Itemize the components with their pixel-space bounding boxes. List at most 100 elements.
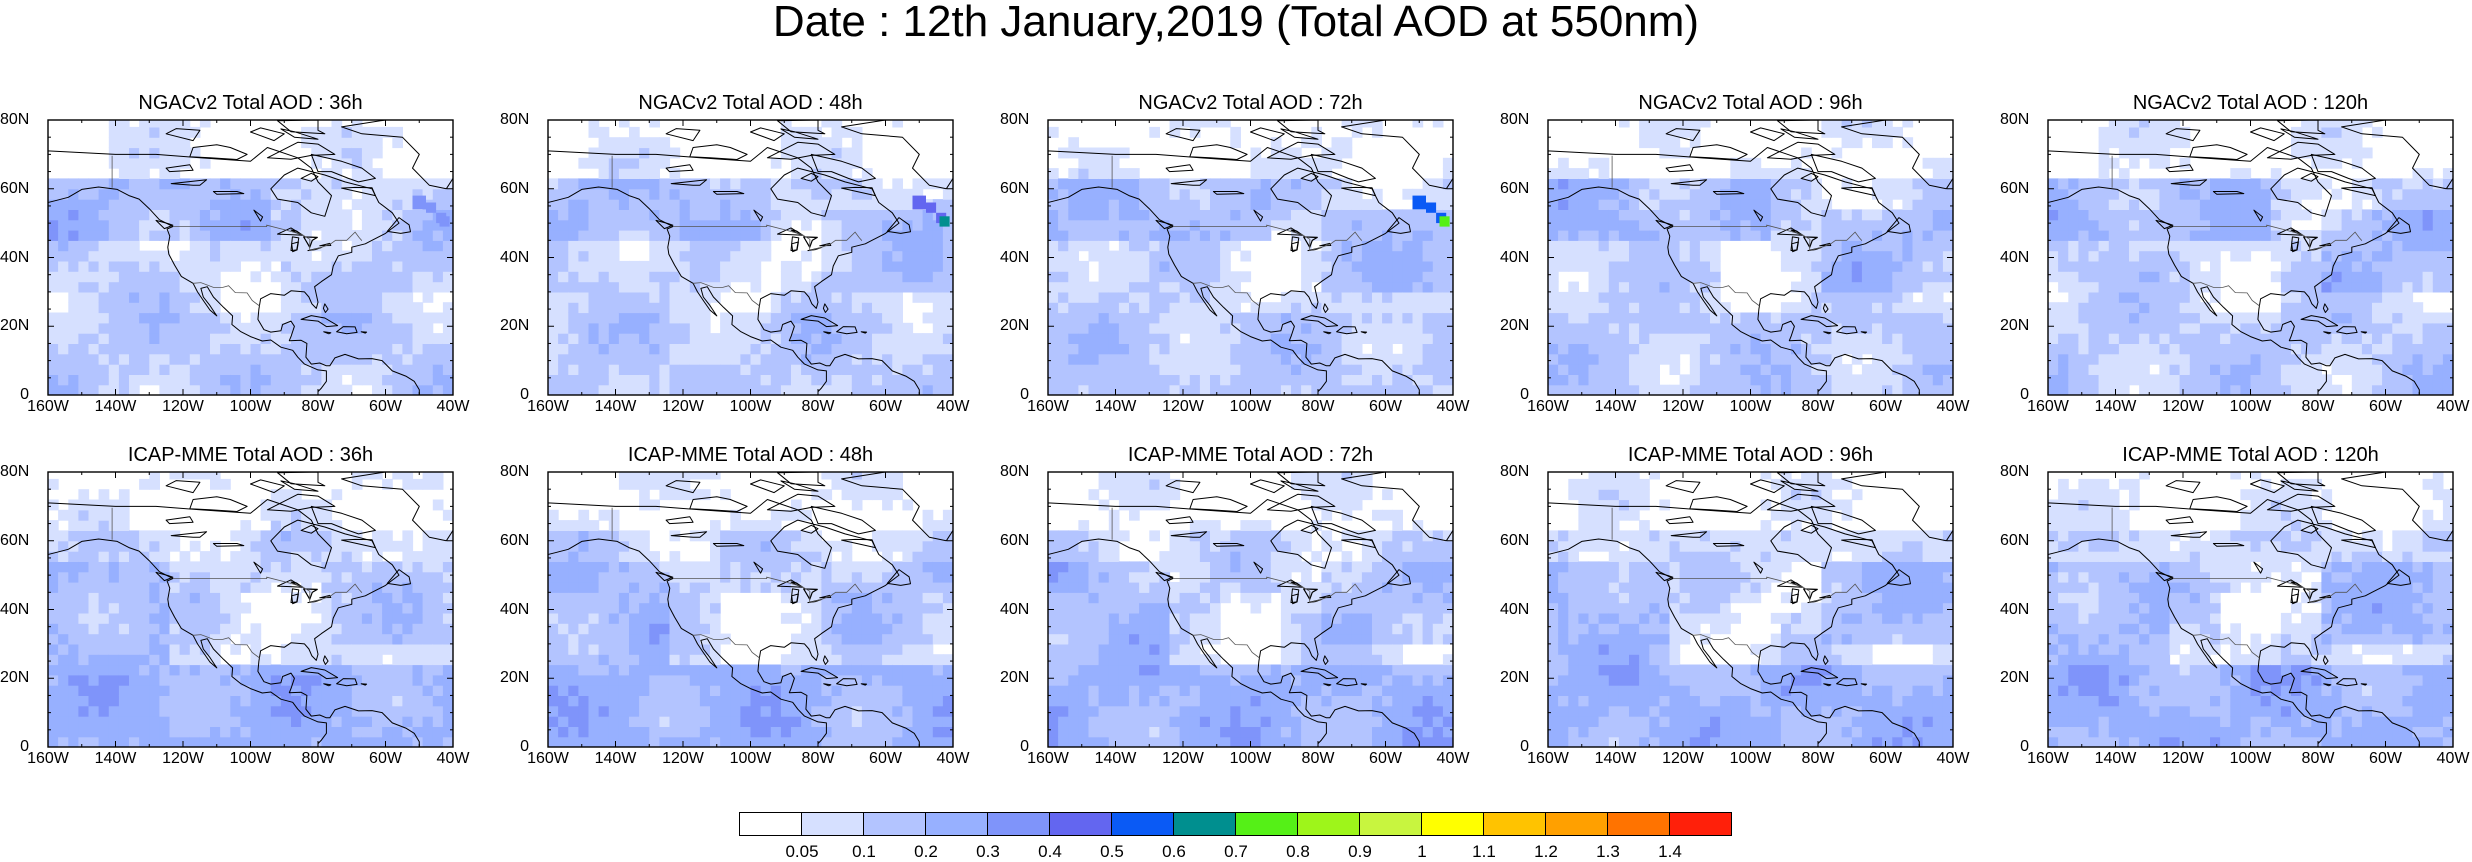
lat-tick-label: 80N (2000, 111, 2030, 128)
colorbar-label: 0.6 (1162, 842, 1186, 861)
coastline-island (766, 141, 836, 160)
lon-tick-label: 40W (2436, 750, 2470, 767)
colorbar-box (739, 812, 802, 836)
colorbar-label: 0.5 (1100, 842, 1124, 861)
border-line (1193, 634, 1260, 659)
coastline-island (323, 331, 332, 335)
colorbar-box (801, 812, 864, 836)
coastline-island (2165, 480, 2201, 494)
coastline-island (1336, 326, 1358, 335)
border-line (1172, 224, 1363, 252)
coastline-north-america (1548, 499, 1920, 747)
coastline-lake (2303, 236, 2318, 248)
national-borders (1111, 507, 1363, 659)
coastline-island (322, 303, 329, 313)
lat-tick-label: 60N (1000, 179, 1030, 197)
coastline-island (1841, 472, 1953, 542)
colorbar-label: 1.4 (1658, 842, 1682, 861)
border-line (672, 224, 863, 252)
lon-tick-label: 100W (229, 398, 272, 415)
coastline-island (1655, 571, 1674, 582)
lon-tick-label: 60W (2369, 750, 2402, 767)
lat-tick-label: 0 (1020, 386, 1029, 403)
coastline-island (2155, 571, 2174, 582)
national-borders (1611, 507, 1863, 659)
lat-tick-label: 80N (1000, 111, 1030, 128)
lon-tick-label: 60W (1869, 750, 1902, 767)
coastline-island (165, 128, 201, 142)
coastline-island (1860, 683, 1868, 686)
coastline-island (1800, 315, 1839, 328)
lon-tick-label: 100W (1229, 750, 1272, 767)
lon-tick-label: 80W (1301, 750, 1335, 767)
lon-tick-label: 120W (1162, 398, 1204, 415)
border-line (2193, 282, 2260, 307)
coastline-lake (1803, 588, 1818, 600)
lat-tick-label: 80N (500, 111, 530, 128)
aod-field (1048, 120, 1453, 395)
coastline-island (1822, 655, 1829, 665)
aod-map (1047, 119, 1454, 396)
lat-tick-label: 0 (1520, 738, 1529, 755)
coastline-island (310, 153, 376, 183)
panel-title: NGACv2 Total AOD : 48h (638, 92, 863, 114)
coastline-island (1360, 331, 1368, 334)
lon-tick-label: 80W (1801, 750, 1835, 767)
lon-tick-label: 120W (2162, 750, 2204, 767)
colorbar-label: 0.1 (852, 842, 876, 861)
coastline-north-america (548, 499, 920, 747)
lon-tick-label: 60W (1869, 398, 1902, 415)
national-borders (111, 155, 363, 307)
coastline-island (1810, 153, 1876, 183)
lon-tick-label: 160W (1527, 750, 1569, 767)
coastline-island (360, 331, 368, 334)
lon-tick-label: 160W (27, 398, 69, 415)
coastline-island (2165, 128, 2201, 142)
coastline-island (336, 678, 358, 687)
lat-tick-label: 0 (2020, 738, 2029, 755)
lon-tick-label: 100W (1229, 398, 1272, 415)
coastline-lake (2165, 516, 2194, 525)
coastline-island (886, 217, 911, 234)
coastline-island (1155, 219, 1174, 230)
coastline-lake (1253, 209, 1264, 222)
coastline-lake (1665, 516, 1694, 525)
border-line (1672, 224, 1863, 252)
colorbar-box (1483, 812, 1546, 836)
coastline-island (336, 326, 358, 335)
lon-tick-label: 160W (1027, 750, 1069, 767)
lon-tick-label: 80W (1301, 398, 1335, 415)
coastline-lake (1753, 561, 1764, 574)
coastline-island (1310, 505, 1376, 535)
axis-ticks (1047, 119, 1454, 396)
coastline-island (2341, 538, 2376, 549)
map-panel-icap-mme-48h: ICAP-MME Total AOD : 48h 80N 60N 40N 20N 0 160… (500, 440, 1000, 790)
coastline-island (1841, 186, 1876, 197)
coastline-lake (790, 236, 800, 252)
coastline-island (1655, 219, 1674, 230)
colorbar-box (1607, 812, 1670, 836)
coastline-island (1750, 479, 1785, 494)
coastline-island (689, 496, 748, 512)
coastline-island (2266, 141, 2336, 160)
lon-tick-label: 120W (662, 398, 704, 415)
border-line (1193, 282, 1260, 307)
lat-tick-label: 20N (1000, 317, 1030, 335)
aod-field (2048, 120, 2453, 395)
coastlines (2048, 120, 2453, 395)
coastline-island (655, 219, 674, 230)
coastline-island (1766, 493, 1836, 512)
coastline-lake (290, 588, 300, 604)
coastline-island (1341, 186, 1376, 197)
lon-tick-label: 120W (162, 398, 204, 415)
lon-tick-label: 100W (2229, 398, 2272, 415)
coastline-island (1823, 331, 1832, 335)
colorbar-label: 0.05 (785, 842, 819, 861)
lat-tick-label: 0 (1520, 386, 1529, 403)
lon-tick-label: 80W (801, 750, 835, 767)
figure-title: Date : 12th January,2019 (Total AOD at 5… (772, 0, 1700, 46)
lon-tick-label: 100W (729, 398, 772, 415)
coastline-island (341, 472, 453, 542)
map-panel-icap-mme-120h: ICAP-MME Total AOD : 120h 80N 60N 40N 20N 0 16… (2000, 440, 2472, 790)
lat-tick-label: 0 (20, 386, 29, 403)
